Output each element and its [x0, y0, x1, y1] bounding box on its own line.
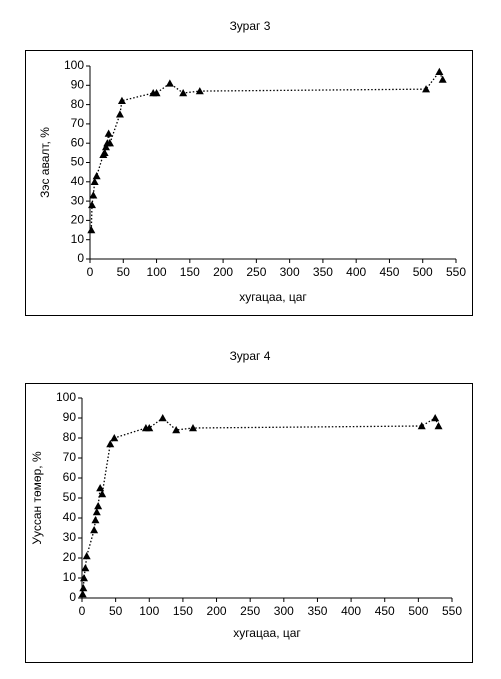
- y-tick-label: 60: [71, 135, 85, 149]
- x-tick-label: 550: [442, 604, 462, 618]
- marker: [118, 97, 126, 104]
- y-tick-label: 0: [69, 590, 76, 604]
- x-tick-label: 550: [446, 265, 466, 279]
- x-tick-label: 350: [313, 265, 333, 279]
- marker: [166, 79, 174, 86]
- y-tick-label: 90: [63, 410, 77, 424]
- y-tick-label: 90: [71, 77, 85, 91]
- y-tick-label: 50: [71, 155, 85, 169]
- marker: [110, 434, 118, 441]
- marker: [88, 201, 96, 208]
- x-tick-label: 450: [375, 604, 395, 618]
- marker: [87, 226, 95, 233]
- x-tick-label: 400: [341, 604, 361, 618]
- marker: [116, 110, 124, 117]
- y-tick-label: 20: [63, 550, 77, 564]
- marker: [79, 584, 87, 591]
- chart-title: Зураг 3: [230, 19, 271, 33]
- y-axis-label: Зэс авалт, %: [38, 127, 52, 198]
- x-tick-label: 0: [87, 265, 94, 279]
- y-tick-label: 70: [63, 450, 77, 464]
- x-tick-label: 150: [180, 265, 200, 279]
- x-tick-label: 0: [79, 604, 86, 618]
- marker: [435, 422, 443, 429]
- x-tick-label: 500: [408, 604, 428, 618]
- marker: [439, 76, 447, 83]
- marker: [418, 422, 426, 429]
- y-tick-label: 10: [63, 570, 77, 584]
- y-tick-label: 20: [71, 213, 85, 227]
- x-tick-label: 250: [246, 265, 266, 279]
- marker: [90, 526, 98, 533]
- x-tick-label: 50: [117, 265, 131, 279]
- marker: [196, 87, 204, 94]
- y-axis-label: Ууссан төмөр, %: [30, 451, 44, 545]
- y-tick-label: 100: [64, 58, 84, 72]
- x-tick-label: 200: [213, 265, 233, 279]
- y-tick-label: 80: [63, 430, 77, 444]
- marker: [422, 85, 430, 92]
- x-tick-label: 350: [307, 604, 327, 618]
- y-tick-label: 40: [71, 174, 85, 188]
- x-tick-label: 300: [280, 265, 300, 279]
- marker: [435, 68, 443, 75]
- data-line: [91, 72, 442, 230]
- x-tick-label: 200: [207, 604, 227, 618]
- marker: [83, 552, 91, 559]
- marker: [94, 502, 102, 509]
- x-axis-label: хугацаа, цаг: [239, 290, 307, 304]
- x-axis-label: хугацаа, цаг: [233, 626, 301, 640]
- marker: [91, 516, 99, 523]
- x-tick-label: 100: [147, 265, 167, 279]
- marker: [159, 414, 167, 421]
- data-line: [83, 418, 439, 594]
- y-tick-label: 70: [71, 116, 85, 130]
- y-tick-label: 10: [71, 232, 85, 246]
- y-tick-label: 100: [56, 390, 76, 404]
- marker: [81, 564, 89, 571]
- x-tick-label: 500: [413, 265, 433, 279]
- y-tick-label: 40: [63, 510, 77, 524]
- x-tick-label: 400: [346, 265, 366, 279]
- page: Зураг 3010203040506070809010005010015020…: [0, 0, 501, 679]
- marker: [93, 172, 101, 179]
- x-tick-label: 250: [240, 604, 260, 618]
- marker: [105, 130, 113, 137]
- marker: [431, 414, 439, 421]
- y-tick-label: 30: [63, 530, 77, 544]
- y-tick-label: 30: [71, 193, 85, 207]
- y-tick-label: 0: [77, 251, 84, 265]
- x-tick-label: 450: [379, 265, 399, 279]
- x-tick-label: 50: [109, 604, 123, 618]
- y-tick-label: 60: [63, 470, 77, 484]
- x-tick-label: 300: [274, 604, 294, 618]
- chart-title: Зураг 4: [230, 349, 271, 363]
- x-tick-label: 100: [139, 604, 159, 618]
- y-tick-label: 80: [71, 97, 85, 111]
- y-tick-label: 50: [63, 490, 77, 504]
- x-tick-label: 150: [173, 604, 193, 618]
- marker: [89, 191, 97, 198]
